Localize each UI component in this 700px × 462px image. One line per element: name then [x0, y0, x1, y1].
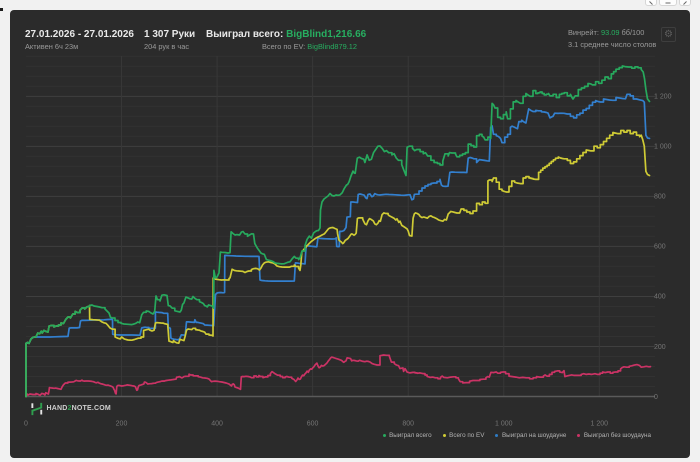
svg-text:1 200: 1 200 — [654, 94, 672, 101]
svg-text:800: 800 — [654, 194, 666, 201]
svg-text:1 200: 1 200 — [591, 421, 609, 428]
svg-text:400: 400 — [654, 294, 666, 301]
svg-text:200: 200 — [654, 344, 666, 351]
svg-text:1 000: 1 000 — [495, 421, 513, 428]
svg-text:600: 600 — [654, 244, 666, 251]
svg-text:1 000: 1 000 — [654, 144, 672, 151]
svg-text:0: 0 — [24, 421, 28, 428]
svg-text:800: 800 — [402, 421, 414, 428]
svg-text:400: 400 — [211, 421, 223, 428]
svg-text:200: 200 — [116, 421, 128, 428]
svg-text:0: 0 — [654, 394, 658, 401]
svg-text:600: 600 — [307, 421, 319, 428]
